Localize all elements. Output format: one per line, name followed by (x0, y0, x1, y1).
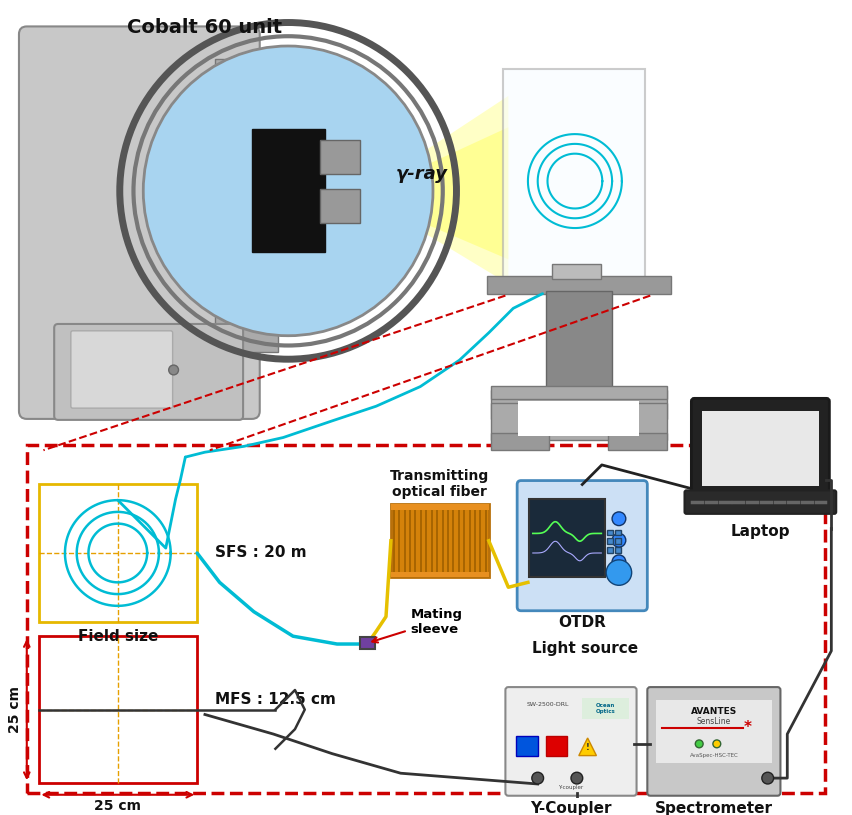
FancyBboxPatch shape (648, 687, 780, 795)
Text: SFS : 20 m: SFS : 20 m (215, 545, 307, 561)
Bar (38, 484, 197, 622)
Bar (608, 433, 667, 450)
Bar (545, 736, 567, 756)
Text: Mating
sleeve: Mating sleeve (372, 607, 463, 642)
Bar (215, 59, 279, 352)
Bar (38, 637, 197, 783)
FancyBboxPatch shape (517, 481, 648, 610)
FancyBboxPatch shape (19, 26, 260, 419)
Text: Ocean
Optics: Ocean Optics (596, 703, 615, 714)
Text: Y-Coupler: Y-Coupler (530, 800, 612, 815)
Bar (26, 445, 826, 793)
FancyBboxPatch shape (684, 491, 836, 513)
Circle shape (612, 534, 625, 547)
Circle shape (532, 773, 544, 784)
Circle shape (612, 512, 625, 526)
Text: Cobalt 60 unit: Cobalt 60 unit (127, 18, 283, 37)
Bar (545, 291, 612, 391)
Circle shape (713, 740, 721, 748)
FancyBboxPatch shape (55, 324, 243, 420)
Bar (491, 403, 667, 440)
Bar (656, 700, 772, 764)
Bar (391, 504, 489, 510)
Text: Y-coupler: Y-coupler (558, 786, 584, 791)
Text: Light source: Light source (532, 641, 638, 656)
Bar (615, 530, 621, 535)
Bar (615, 547, 621, 553)
Circle shape (695, 740, 703, 748)
Text: SW-2500-DRL: SW-2500-DRL (527, 703, 569, 707)
Text: SensLine: SensLine (697, 717, 731, 726)
Bar (607, 539, 613, 544)
Bar (491, 390, 667, 419)
Bar (320, 189, 360, 223)
Polygon shape (579, 738, 596, 756)
Text: Field size: Field size (78, 629, 158, 645)
Bar (702, 411, 819, 487)
Text: !: ! (585, 743, 590, 752)
Circle shape (607, 560, 631, 585)
FancyBboxPatch shape (504, 68, 645, 279)
Bar (607, 547, 613, 553)
Bar (529, 499, 605, 578)
Bar (615, 539, 621, 544)
Polygon shape (360, 96, 509, 284)
Bar (552, 264, 602, 279)
Polygon shape (360, 127, 509, 259)
Bar (518, 401, 640, 435)
Bar (491, 433, 550, 450)
Text: Spectrometer: Spectrometer (655, 800, 773, 815)
Circle shape (143, 46, 433, 336)
FancyBboxPatch shape (505, 687, 636, 795)
Text: MFS : 12.5 cm: MFS : 12.5 cm (215, 692, 336, 707)
Text: γ-ray: γ-ray (396, 165, 448, 183)
Circle shape (612, 555, 625, 569)
Text: Laptop: Laptop (731, 523, 790, 539)
Text: OTDR: OTDR (558, 615, 606, 630)
FancyBboxPatch shape (691, 399, 829, 497)
Bar (391, 571, 489, 578)
Bar (252, 130, 325, 252)
Text: 25 cm: 25 cm (8, 686, 22, 734)
Bar (582, 698, 629, 720)
FancyBboxPatch shape (71, 331, 173, 408)
Bar (516, 736, 538, 756)
Text: *: * (744, 720, 752, 734)
Bar (607, 530, 613, 535)
Text: AvaSpec-HSC-TEC: AvaSpec-HSC-TEC (689, 753, 738, 758)
Text: Transmitting
optical fiber: Transmitting optical fiber (390, 469, 489, 499)
Circle shape (762, 773, 774, 784)
Bar (360, 637, 375, 649)
Text: 25 cm: 25 cm (95, 800, 141, 813)
Circle shape (571, 773, 583, 784)
Bar (491, 385, 667, 399)
Circle shape (169, 365, 179, 375)
Bar (486, 276, 671, 293)
FancyBboxPatch shape (391, 504, 489, 578)
Text: AVANTES: AVANTES (691, 707, 737, 716)
Bar (320, 140, 360, 174)
